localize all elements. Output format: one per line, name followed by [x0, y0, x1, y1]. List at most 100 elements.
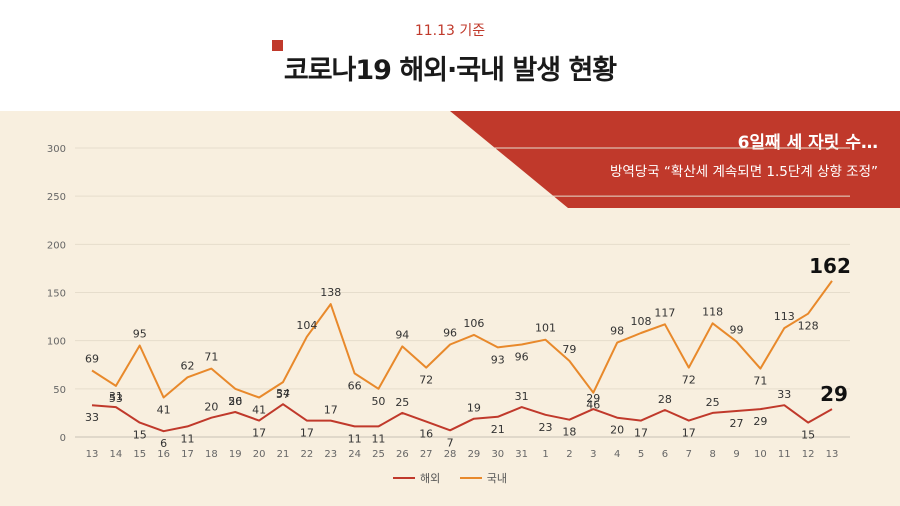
data-label-overseas: 17: [634, 427, 648, 440]
x-tick-label: 31: [515, 449, 528, 460]
data-label-domestic: 50: [228, 395, 242, 408]
data-label-overseas: 15: [801, 429, 815, 442]
date-label: 11.13 기준: [414, 23, 486, 39]
y-tick-label: 0: [60, 433, 66, 444]
data-label-overseas: 17: [682, 427, 696, 440]
banner-shape: [450, 111, 900, 208]
x-tick-label: 17: [181, 449, 194, 460]
data-label-domestic: 72: [419, 374, 433, 387]
title-marker: [271, 40, 283, 51]
legend-swatch-domestic: [459, 477, 482, 479]
series-line-overseas: [91, 403, 833, 433]
y-tick-label: 250: [47, 192, 66, 203]
data-label-overseas: 26: [228, 395, 242, 408]
x-tick-label: 1: [542, 449, 548, 460]
x-tick-label: 26: [396, 449, 409, 460]
y-tick-label: 50: [53, 385, 66, 396]
data-label-overseas: 19: [467, 402, 481, 415]
header: 11.13 기준 코로나19 해외·국내 발생 현황: [0, 0, 900, 111]
data-label-domestic: 93: [491, 353, 505, 366]
data-label-domestic: 99: [730, 324, 744, 337]
data-label-overseas: 29: [753, 415, 767, 428]
data-label-overseas: 7: [447, 436, 454, 449]
x-tick-label: 24: [348, 449, 361, 460]
data-label-domestic: 96: [443, 327, 457, 340]
data-label-domestic: 46: [586, 399, 600, 412]
x-tick-label: 15: [133, 449, 146, 460]
data-label-overseas: 21: [491, 423, 505, 436]
data-label-domestic: 108: [631, 315, 652, 328]
x-tick-label: 6: [662, 449, 668, 460]
data-label-overseas: 33: [85, 411, 99, 424]
page-title-text: 코로나19 해외·국내 발생 현황: [283, 55, 617, 86]
x-tick-label: 4: [614, 449, 620, 460]
x-tick-label: 2: [566, 449, 572, 460]
data-label-overseas: 29: [820, 382, 848, 406]
legend-label-overseas: 해외: [420, 472, 441, 485]
x-tick-label: 29: [468, 449, 481, 460]
x-tick-label: 22: [300, 449, 313, 460]
data-label-overseas: 18: [562, 426, 576, 439]
y-tick-label: 100: [47, 337, 66, 348]
data-label-domestic: 162: [809, 254, 851, 278]
x-tick-label: 28: [444, 449, 457, 460]
y-tick-label: 150: [47, 289, 66, 300]
data-label-overseas: 15: [133, 429, 147, 442]
data-label-domestic: 53: [109, 392, 123, 405]
series-line-domestic: [91, 280, 833, 399]
data-label-domestic: 94: [395, 328, 409, 341]
data-label-domestic: 138: [320, 286, 341, 299]
data-label-domestic: 113: [774, 310, 795, 323]
page-title: 코로나19 해외·국내 발생 현황: [271, 40, 617, 87]
data-label-domestic: 98: [610, 325, 624, 338]
banner-subline: 방역당국 “확산세 계속되면 1.5단계 상향 조정”: [609, 164, 878, 180]
x-tick-label: 27: [420, 449, 433, 460]
data-label-domestic: 104: [296, 319, 317, 332]
data-label-domestic: 95: [133, 327, 147, 340]
data-label-domestic: 128: [798, 320, 819, 333]
y-tick-label: 300: [47, 144, 66, 155]
data-label-overseas: 16: [419, 428, 433, 441]
x-tick-label: 18: [205, 449, 218, 460]
data-label-overseas: 27: [730, 417, 744, 430]
y-tick-label: 200: [47, 240, 66, 251]
chart-legend: 해외 국내: [0, 469, 900, 486]
x-tick-label: 23: [324, 449, 337, 460]
data-label-overseas: 17: [324, 404, 338, 417]
x-tick-label: 16: [157, 449, 170, 460]
data-label-overseas: 31: [515, 390, 529, 403]
x-tick-label: 13: [826, 449, 839, 460]
x-tick-label: 30: [491, 449, 504, 460]
data-label-overseas: 20: [204, 401, 218, 414]
data-label-domestic: 106: [463, 317, 484, 330]
data-label-overseas: 11: [180, 432, 194, 445]
data-label-domestic: 50: [371, 395, 385, 408]
data-label-overseas: 28: [658, 393, 672, 406]
x-tick-label: 3: [590, 449, 596, 460]
data-label-domestic: 71: [753, 375, 767, 388]
data-label-overseas: 29: [586, 392, 600, 405]
x-tick-label: 10: [754, 449, 767, 460]
data-label-domestic: 57: [276, 388, 290, 401]
data-label-domestic: 41: [252, 404, 266, 417]
data-label-overseas: 11: [371, 432, 385, 445]
data-label-overseas: 25: [395, 396, 409, 409]
data-label-domestic: 71: [204, 351, 218, 364]
data-label-overseas: 31: [109, 390, 123, 403]
data-label-overseas: 20: [610, 424, 624, 437]
data-label-domestic: 101: [535, 322, 556, 335]
data-label-overseas: 25: [706, 396, 720, 409]
legend-swatch-overseas: [393, 477, 415, 479]
data-label-domestic: 69: [85, 353, 99, 366]
x-tick-label: 21: [277, 449, 290, 460]
legend-label-domestic: 국내: [486, 472, 507, 485]
legend-item-overseas: 해외: [393, 470, 440, 486]
data-label-domestic: 79: [562, 343, 576, 356]
data-label-domestic: 41: [157, 404, 171, 417]
x-tick-label: 8: [709, 449, 715, 460]
data-label-domestic: 118: [702, 305, 723, 318]
data-label-overseas: 17: [300, 427, 314, 440]
x-tick-label: 12: [802, 449, 815, 460]
x-tick-label: 20: [253, 449, 266, 460]
